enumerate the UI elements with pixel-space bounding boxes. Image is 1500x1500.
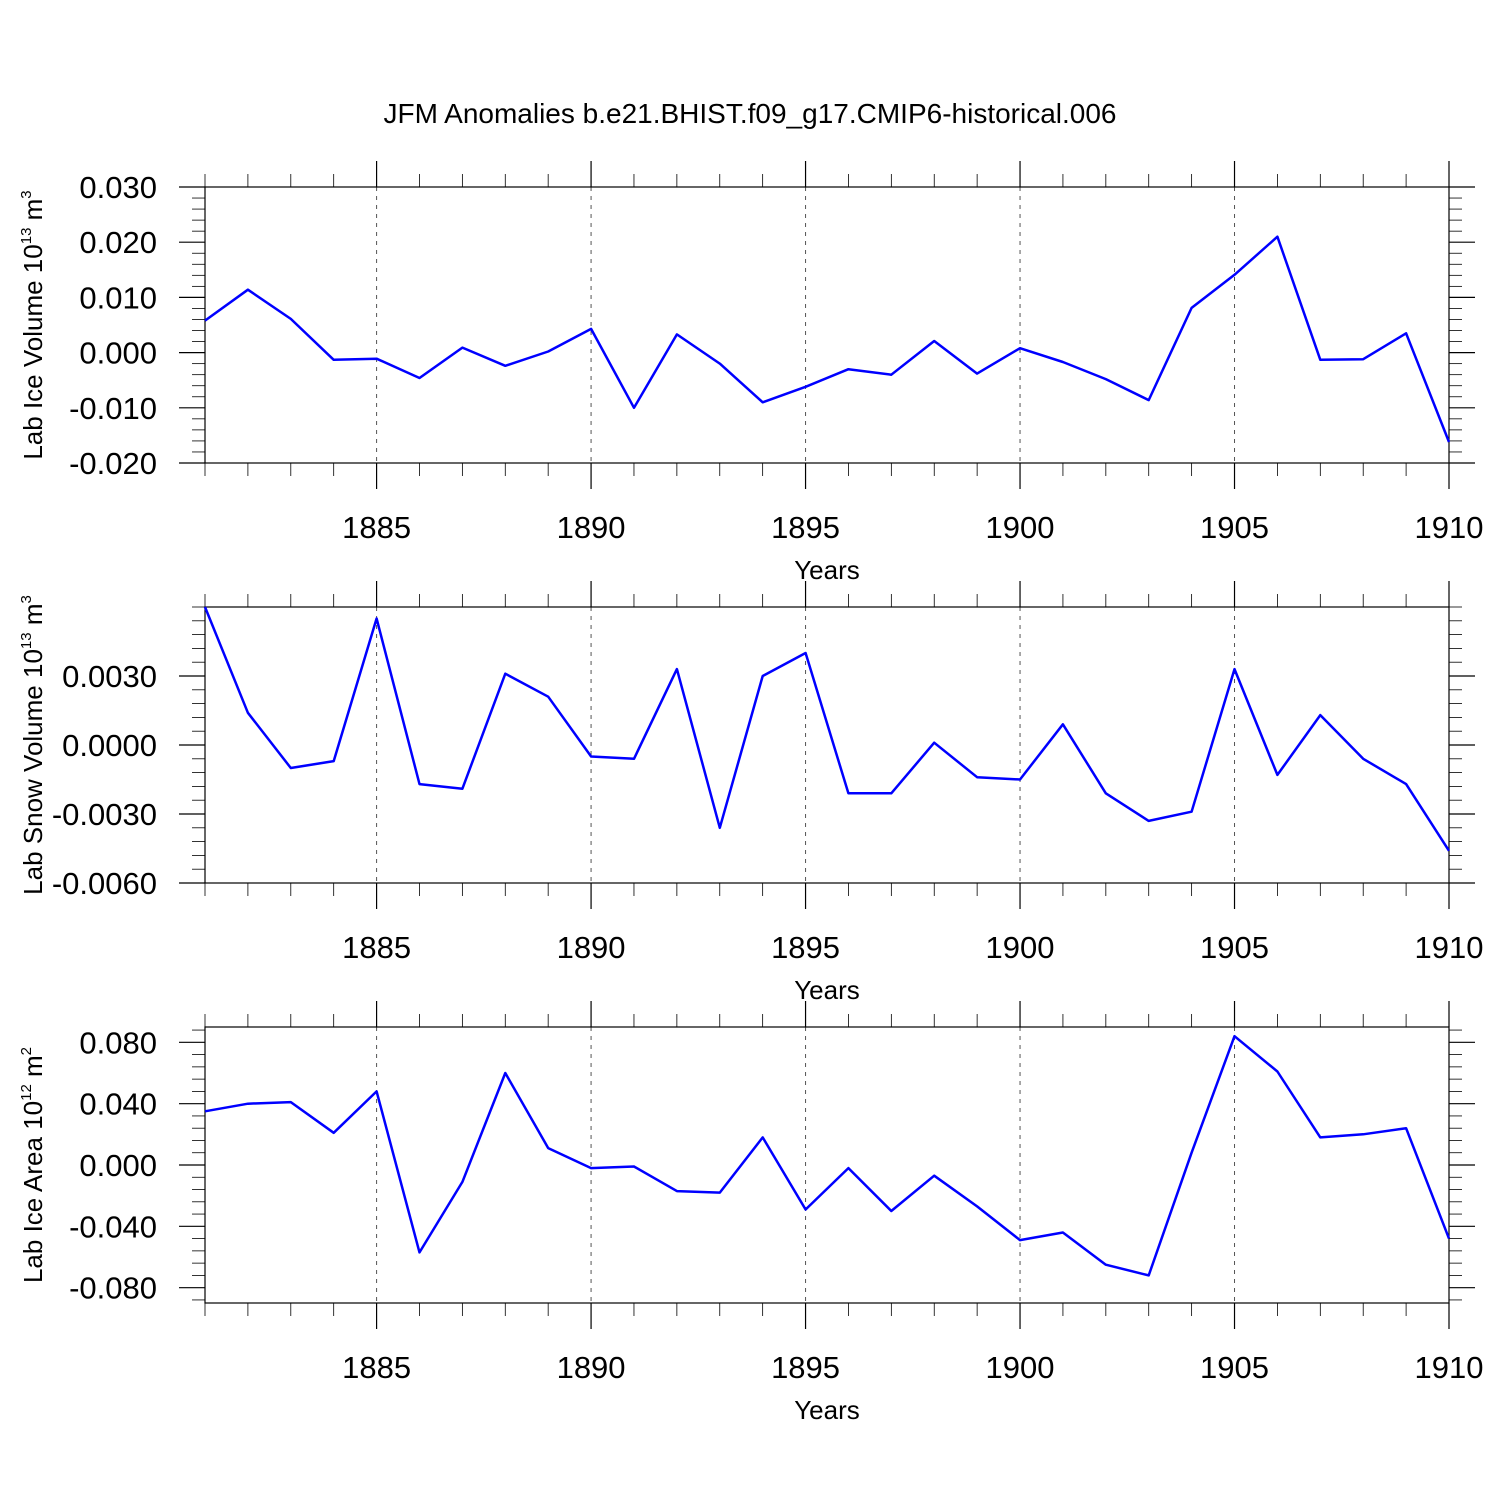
x-tick-label: 1910 xyxy=(1415,510,1484,545)
y-axis-label-text: Lab Ice Area 10 xyxy=(18,1101,48,1283)
chart-panel-2: 1885 1890 1895 1900 1905 1910 -0.0060 -0.0030 0.… xyxy=(18,581,1483,1005)
x-tick-label: 1905 xyxy=(1200,510,1269,545)
y-tick-label: -0.080 xyxy=(69,1271,157,1306)
y-axis-label-exponent: 12 xyxy=(18,1084,35,1101)
chart-title: JFM Anomalies b.e21.BHIST.f09_g17.CMIP6-… xyxy=(383,98,1116,129)
y-axis-label-unit: m xyxy=(18,1055,48,1084)
plot-frame xyxy=(204,186,1450,464)
x-tick-label: 1890 xyxy=(557,930,626,965)
y-tick-label: 0.000 xyxy=(79,1148,157,1183)
y-axis-label: Lab Ice Volume 1013 m3 xyxy=(18,190,48,459)
y-tick-label: 0.040 xyxy=(79,1087,157,1122)
y-tick-label: 0.030 xyxy=(79,170,157,205)
panels: 1885 1890 1895 1900 1905 1910 -0.020 -0.010 0.00… xyxy=(18,161,1483,1425)
x-axis-label: Years xyxy=(794,1395,860,1425)
x-tick-label: 1900 xyxy=(986,930,1055,965)
y-tick-label: -0.0030 xyxy=(52,797,157,832)
x-tick-label: 1890 xyxy=(557,510,626,545)
plot-frame xyxy=(204,1026,1450,1304)
y-axis-label-unit-exponent: 3 xyxy=(18,190,35,198)
y-tick-label: -0.020 xyxy=(69,446,157,481)
y-tick-label: 0.080 xyxy=(79,1025,157,1060)
y-axis-label-unit: m xyxy=(18,199,48,228)
plot-frame xyxy=(204,606,1450,884)
x-tick-label: 1885 xyxy=(342,510,411,545)
y-tick-label: 0.020 xyxy=(79,225,157,260)
series-line-1 xyxy=(203,606,1451,852)
y-axis-label-unit-exponent: 2 xyxy=(18,1047,35,1055)
y-axis-label: Lab Ice Area 1012 m2 xyxy=(18,1047,48,1283)
series-line-1 xyxy=(204,235,1451,443)
x-axis-label: Years xyxy=(794,555,860,585)
x-tick-label: 1910 xyxy=(1415,1350,1484,1385)
y-axis-label-unit: m xyxy=(18,604,48,633)
y-axis-label-text: Lab Ice Volume 10 xyxy=(18,244,48,459)
y-tick-label: 0.0000 xyxy=(62,728,157,763)
y-tick-label: -0.010 xyxy=(69,391,157,426)
x-tick-label: 1895 xyxy=(771,1350,840,1385)
x-tick-label: 1900 xyxy=(986,510,1055,545)
x-tick-label: 1905 xyxy=(1200,1350,1269,1385)
y-tick-label: 0.0030 xyxy=(62,659,157,694)
y-tick-label: -0.0060 xyxy=(52,866,157,901)
x-tick-label: 1895 xyxy=(771,510,840,545)
chart-panel-1: 1885 1890 1895 1900 1905 1910 -0.020 -0.010 0.00… xyxy=(18,161,1483,585)
x-tick-label: 1890 xyxy=(557,1350,626,1385)
y-axis-label-text: Lab Snow Volume 10 xyxy=(18,649,48,895)
y-axis-label: Lab Snow Volume 1013 m3 xyxy=(18,595,48,895)
x-tick-label: 1900 xyxy=(986,1350,1055,1385)
x-tick-label: 1910 xyxy=(1415,930,1484,965)
y-axis-label-exponent: 13 xyxy=(18,228,35,245)
x-axis-label: Years xyxy=(794,975,860,1005)
y-tick-label: 0.000 xyxy=(79,336,157,371)
chart-panel-3: 1885 1890 1895 1900 1905 1910 -0.080 -0.040 0.00… xyxy=(18,1001,1483,1425)
x-tick-label: 1885 xyxy=(342,1350,411,1385)
series-line-1 xyxy=(204,1034,1451,1277)
x-tick-label: 1885 xyxy=(342,930,411,965)
y-axis-label-exponent: 13 xyxy=(18,632,35,649)
y-tick-label: 0.010 xyxy=(79,280,157,315)
x-tick-label: 1895 xyxy=(771,930,840,965)
x-tick-label: 1905 xyxy=(1200,930,1269,965)
y-tick-label: -0.040 xyxy=(69,1209,157,1244)
y-axis-label-unit-exponent: 3 xyxy=(18,595,35,603)
